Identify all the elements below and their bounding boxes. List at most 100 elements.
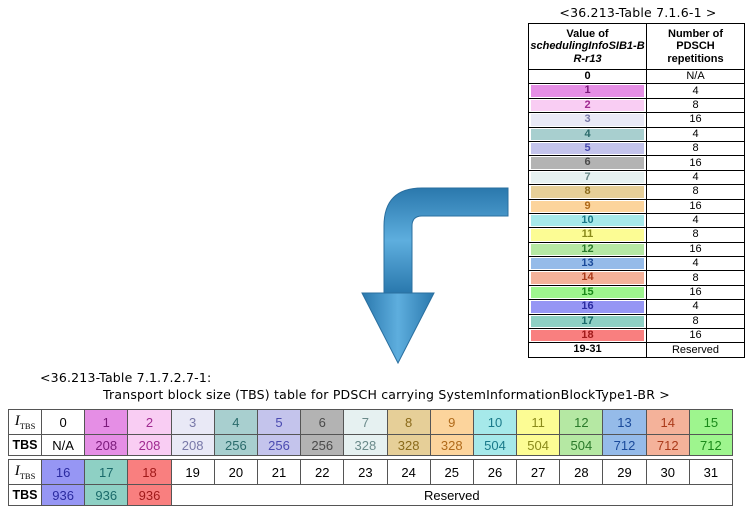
table1-value: 1 — [531, 85, 644, 97]
header-repetitions-label: Number of PDSCH repetitions — [667, 27, 724, 65]
header-repetitions-col: Number of PDSCH repetitions — [646, 23, 745, 70]
table1-value: 15 — [531, 286, 644, 299]
table1-row: 10 4 — [528, 212, 745, 229]
itbs-cell: 16 — [40, 459, 86, 485]
itbs-cell: 19 — [170, 459, 215, 485]
table1-row: 18 16 — [528, 328, 745, 344]
tbs-cell: 936 — [127, 484, 172, 506]
tbs-header-cell: TBS — [8, 434, 42, 456]
table1-value: 13 — [531, 257, 644, 270]
table1-repetitions-cell: 16 — [646, 112, 745, 128]
tbs-table: ITBS 0 1 2 3 4 5 6 7 8 9 10 11 12 13 14 15 TBS N/A 208 208 20… — [8, 409, 734, 506]
itbs-cell: 6 — [300, 409, 345, 435]
itbs-cell: 14 — [645, 409, 690, 435]
itbs-cell: 30 — [645, 459, 690, 485]
table1-value: 5 — [531, 142, 644, 155]
itbs-header-cell: ITBS — [8, 459, 42, 485]
table1-repetitions-cell: 4 — [646, 126, 745, 142]
itbs-cell: 13 — [602, 409, 647, 435]
itbs-cell: 5 — [256, 409, 302, 435]
table1-repetitions-cell: 8 — [646, 140, 745, 157]
itbs-cell: 21 — [256, 459, 302, 485]
tbs-row: TBS 936 936 936 Reserved — [8, 484, 734, 506]
itbs-cell: 1 — [84, 409, 129, 435]
tbs-cell: 208 — [84, 434, 129, 456]
table1-value: 8 — [531, 185, 644, 198]
itbs-cell: 8 — [386, 409, 431, 435]
table1-value-cell: 12 — [528, 241, 647, 258]
sib1-repetitions-table: Value of schedulingInfoSIB1-BR-r13 Numbe… — [528, 23, 745, 358]
tbs-row: TBS N/A 208 208 208 256 256 256 328 328 328 504 504 5… — [8, 434, 734, 456]
header-value-col: Value of schedulingInfoSIB1-BR-r13 — [528, 23, 647, 70]
table1-value-cell: 15 — [528, 284, 647, 301]
table1-row: 17 8 — [528, 313, 745, 330]
itbs-cell: 29 — [602, 459, 647, 485]
table1-value-cell: 6 — [528, 155, 647, 171]
table1-row: 13 4 — [528, 256, 745, 272]
table1-value: 3 — [531, 113, 644, 126]
table1-value-cell: 18 — [528, 328, 647, 344]
table1-value-cell: 0 — [528, 68, 647, 85]
table2-body: ITBS 0 1 2 3 4 5 6 7 8 9 10 11 12 13 14 15 TBS N/A 208 208 20… — [8, 409, 734, 506]
table1-row: 6 16 — [528, 155, 745, 171]
table1-repetitions-cell: 8 — [646, 227, 745, 243]
tbs-cell: 712 — [602, 434, 647, 456]
table1-value-cell: 16 — [528, 299, 647, 315]
tbs-cell: 256 — [256, 434, 302, 456]
itbs-cell: 18 — [127, 459, 172, 485]
table1-value-cell: 11 — [528, 227, 647, 243]
table2-caption-line1: <36.213-Table 7.1.7.2.7-1: — [40, 370, 212, 385]
table1-value: 16 — [531, 301, 644, 313]
itbs-cell: 26 — [472, 459, 518, 485]
tbs-cell: 328 — [429, 434, 474, 456]
tbs-cell: 256 — [213, 434, 258, 456]
itbs-row: ITBS 0 1 2 3 4 5 6 7 8 9 10 11 12 13 14 15 — [8, 409, 734, 435]
table1-value: 2 — [531, 99, 644, 112]
table1-value: 11 — [531, 229, 644, 241]
table2-caption-line2: Transport block size (TBS) table for PDS… — [103, 387, 670, 402]
table1-header-row: Value of schedulingInfoSIB1-BR-r13 Numbe… — [528, 23, 745, 70]
itbs-subscript: TBS — [19, 421, 36, 431]
header-value-line1: Value of — [566, 27, 609, 40]
curved-down-arrow-icon — [361, 187, 509, 365]
table1-repetitions-cell: 16 — [646, 241, 745, 258]
table1-repetitions-cell: 4 — [646, 212, 745, 229]
tbs-cell: 328 — [386, 434, 431, 456]
itbs-cell: 25 — [429, 459, 474, 485]
table1-repetitions-cell: 16 — [646, 284, 745, 301]
table1-value: 6 — [531, 157, 644, 169]
itbs-header-cell: ITBS — [8, 409, 42, 435]
tbs-cell: 256 — [300, 434, 345, 456]
table1-value: 4 — [531, 128, 644, 140]
table1-value: 10 — [531, 214, 644, 227]
table1-value-cell: 10 — [528, 212, 647, 229]
table1-repetitions-cell: 4 — [646, 169, 745, 186]
tbs-cell: 712 — [688, 434, 734, 456]
tbs-cell: 208 — [170, 434, 215, 456]
tbs-cell: 936 — [84, 484, 129, 506]
tbs-cell: N/A — [40, 434, 86, 456]
table1-value-cell: 17 — [528, 313, 647, 330]
table1-repetitions-cell: 16 — [646, 155, 745, 171]
table1-repetitions-cell: 4 — [646, 299, 745, 315]
table1-repetitions-cell: 16 — [646, 328, 745, 344]
table1-repetitions-cell: 8 — [646, 313, 745, 330]
table1-repetitions-cell: 8 — [646, 97, 745, 114]
table1-value: 19-31 — [531, 344, 644, 356]
tbs-cell: 712 — [645, 434, 690, 456]
table1-row: 0 N/A — [528, 68, 745, 85]
itbs-subscript: TBS — [19, 471, 36, 481]
itbs-cell: 20 — [213, 459, 258, 485]
table1-value-cell: 19-31 — [528, 342, 647, 358]
itbs-cell: 15 — [688, 409, 734, 435]
table1-value: 12 — [531, 243, 644, 256]
itbs-cell: 2 — [127, 409, 172, 435]
table1-row: 15 16 — [528, 284, 745, 301]
itbs-cell: 4 — [213, 409, 258, 435]
table1-value: 9 — [531, 200, 644, 212]
table1-body: 0 N/A 1 4 2 8 3 16 4 4 5 8 6 16 7 4 8 8 9 16 10 4 11 8 12 16 13 4 14… — [528, 68, 745, 358]
